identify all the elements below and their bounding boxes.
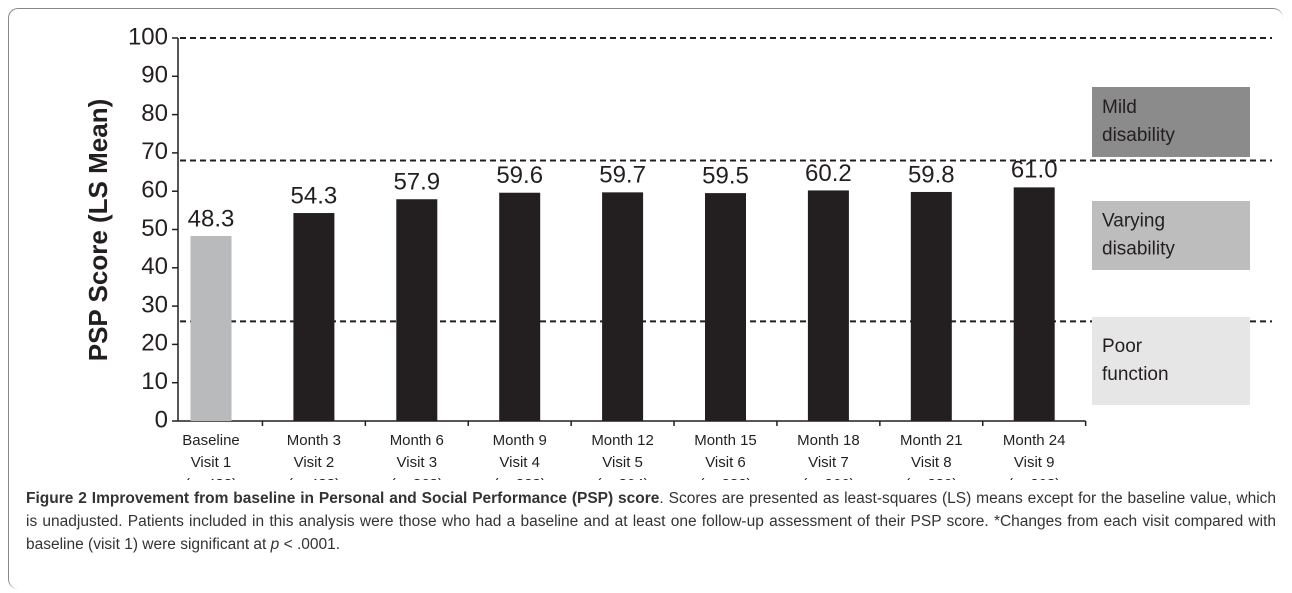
band-label: Mild [1102, 97, 1137, 118]
x-tick-label: Month 21 [900, 432, 963, 449]
band-label: disability [1102, 125, 1175, 146]
band-box [1092, 87, 1250, 157]
y-tick-label: 30 [141, 291, 168, 318]
x-tick-label: Visit 8 [911, 454, 952, 471]
bar [602, 192, 644, 421]
value-label: 61.0 [1011, 157, 1058, 184]
value-label: 59.7 [599, 162, 646, 189]
value-label: 60.2 [805, 160, 852, 187]
y-axis-title: PSP Score (LS Mean) [83, 99, 113, 362]
band-label: Varying [1102, 211, 1165, 232]
y-tick-label: 70 [141, 138, 168, 165]
value-label: 59.5 [702, 162, 749, 189]
x-tick-label: (n=363) [391, 476, 443, 480]
x-tick-label: Month 6 [390, 432, 444, 449]
bar [396, 199, 438, 421]
band-label: function [1102, 364, 1169, 385]
band-box [1092, 317, 1250, 405]
caption-text: . Scores are presented as least-squares … [26, 490, 1277, 553]
value-label: 54.3 [291, 182, 338, 209]
y-tick-label: 100 [128, 23, 168, 50]
y-tick-label: 20 [141, 330, 168, 357]
x-tick-label: (n=433) [288, 476, 340, 480]
y-tick-label: 80 [141, 100, 168, 127]
bar [190, 236, 232, 421]
figure-caption: Figure 2 Improvement from baseline in Pe… [26, 487, 1276, 556]
x-tick-label: Month 9 [493, 432, 547, 449]
bar [293, 213, 335, 421]
x-tick-label: Visit 1 [191, 454, 232, 471]
band-box [1092, 201, 1250, 270]
x-tick-label: Month 24 [1003, 432, 1066, 449]
y-tick-label: 50 [141, 215, 168, 242]
bar [499, 192, 541, 421]
x-tick-label: Visit 7 [808, 454, 849, 471]
x-tick-label: Visit 5 [602, 454, 643, 471]
x-tick-label: (n=239) [905, 476, 957, 480]
x-tick-label: Visit 3 [397, 454, 438, 471]
x-tick-label: Visit 9 [1014, 454, 1055, 471]
x-tick-label: (n=304) [597, 476, 649, 480]
x-tick-label: Month 18 [797, 432, 860, 449]
x-tick-label: Month 12 [591, 432, 654, 449]
value-label: 59.6 [496, 162, 543, 189]
caption-end: < .0001. [279, 536, 341, 553]
bar [705, 193, 746, 421]
caption-italic: p [270, 536, 280, 553]
x-tick-label: (n=433) [185, 476, 237, 480]
band-label: Poor [1102, 336, 1143, 357]
y-tick-label: 40 [141, 253, 168, 280]
x-tick-label: Visit 6 [705, 454, 746, 471]
x-tick-label: (n=328) [494, 476, 546, 480]
figure-frame [8, 8, 1283, 589]
x-tick-label: Baseline [182, 432, 240, 449]
y-tick-label: 60 [141, 177, 168, 204]
band-label: disability [1102, 239, 1175, 260]
x-tick-label: Visit 2 [294, 454, 335, 471]
y-tick-label: 90 [141, 62, 168, 89]
y-tick-label: 0 [155, 406, 168, 433]
y-tick-label: 10 [141, 368, 168, 395]
bar [910, 191, 952, 421]
value-label: 48.3 [188, 205, 235, 232]
value-label: 59.8 [908, 161, 955, 188]
bar [1013, 187, 1055, 421]
x-tick-label: (n=282) [699, 476, 751, 480]
caption-label: Figure 2 [26, 490, 87, 507]
x-tick-label: Month 15 [694, 432, 757, 449]
chart: PSP Score (LS Mean) 0 10 20 30 40 50 60 70 80 90 1… [83, 23, 1272, 480]
caption-title: Improvement from baseline in Personal an… [91, 490, 660, 507]
x-tick-label: Visit 4 [499, 454, 540, 471]
x-tick-label: (n=208) [1008, 476, 1060, 480]
x-tick-label: (n=266) [802, 476, 854, 480]
value-label: 57.9 [393, 169, 440, 196]
bar [807, 190, 849, 421]
x-tick-label: Month 3 [287, 432, 341, 449]
